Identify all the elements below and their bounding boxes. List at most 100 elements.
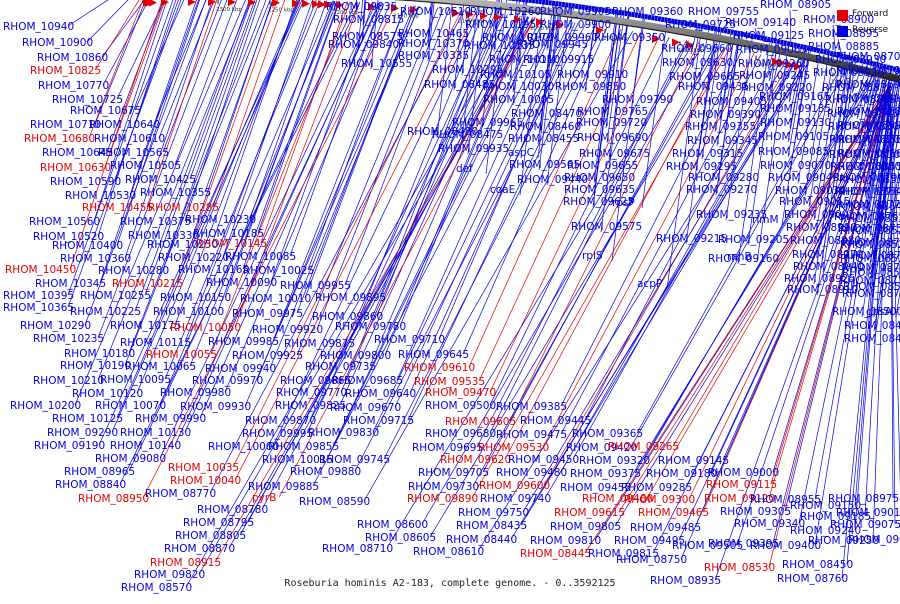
gene-label: RHOM_09375 (570, 468, 641, 480)
forward-gene-mark (149, 0, 157, 7)
reverse-gene-mark (532, 0, 536, 3)
gene-label: RHOM_10140 (110, 440, 181, 452)
legend-forward-label: Forward (852, 9, 888, 19)
gene-label: RHOM_09915 (523, 54, 594, 66)
gene-label: RHOM_08450 (782, 559, 853, 571)
gene-label: RHOM_09995 (242, 428, 313, 440)
gene-label: RHOM_08495 (844, 320, 900, 332)
reverse-gene-mark (529, 0, 533, 3)
gene-label: acpP (637, 278, 662, 290)
gene-label: RHOM_09705 (418, 467, 489, 479)
gene-label: RHOM_09215 (656, 233, 727, 245)
gene-label: def (456, 163, 473, 175)
gene-label: pyrB (252, 492, 276, 504)
gene-label: RHOM_09740 (480, 493, 551, 505)
reverse-gene-mark (525, 0, 529, 3)
gene-label: RHOM_10010 (240, 293, 311, 305)
gene-label: RHOM_08565 (838, 134, 900, 146)
gene-label: RHOM_10125 (52, 413, 123, 425)
gene-label: RHOM_09720 (576, 117, 647, 129)
gene-label: RHOM_09345 (687, 135, 758, 147)
gene-label: RHOM_09695 (412, 442, 483, 454)
gene-label: RHOM_09445 (520, 415, 591, 427)
gene-label: RHOM_08590 (299, 496, 370, 508)
gene-label: RHOM_10005 (483, 94, 554, 106)
gene-label: RHOM_08445 (520, 548, 591, 560)
gene-label: RHOM_09435 (678, 81, 749, 93)
gene-label: rplS (582, 250, 603, 262)
gene-label: RHOM_08695 (836, 79, 900, 91)
gene-label: RHOM_09480 (496, 467, 567, 479)
gene-label: RHOM_09365 (572, 428, 643, 440)
gene-label: RHOM_09605 (445, 416, 516, 428)
gene-label: RHOM_09850 (555, 81, 626, 93)
reverse-gene-mark (538, 0, 542, 4)
gene-label: RHOM_09565 (509, 159, 580, 171)
gene-label: RHOM_10940 (3, 21, 74, 33)
gene-label: RHOM_09690 (577, 132, 648, 144)
gene-label: RHOM_10565 (98, 147, 169, 159)
gene-label: RHOM_10120 (72, 388, 143, 400)
gene-label: RHOM_09645 (398, 349, 469, 361)
gene-label: RHOM_10860 (37, 52, 108, 64)
gene-label: RHOM_09730 (408, 481, 479, 493)
gene-label: RHOM_09830 (308, 427, 379, 439)
gene-label: RHOM_09140 (725, 17, 796, 29)
gene-label: RHOM_09660 (661, 43, 732, 55)
gene-label: RHOM_09485 (630, 522, 701, 534)
gene-label: RHOM_08535 (840, 213, 900, 225)
gene-label: RHOM_10375 (120, 216, 191, 228)
gene-label: RHOM_09315 (672, 148, 743, 160)
gene-label: RHOM_09270 (686, 184, 757, 196)
gene-label: RHOM_08705 (836, 51, 900, 63)
gene-label: RHOM_10180 (64, 348, 135, 360)
gene-label: RHOM_10220 (158, 252, 229, 264)
gene-label: RHOM_09125 (733, 30, 804, 42)
gene-label: RHOM_09350 (594, 32, 665, 44)
gene-label: RHOM_10680 (24, 133, 95, 145)
gene-label: RHOM_10280 (98, 265, 169, 277)
gene-label: RHOM_09280 (688, 172, 759, 184)
gene-label: RHOM_10640 (89, 119, 160, 131)
gene-label: rimM (752, 214, 779, 226)
gene-label: RHOM_09945 (517, 39, 588, 51)
gene-label: RHOM_09835 (326, 1, 397, 13)
gene-label: RHOM_08870 (164, 543, 235, 555)
gene-label: RHOM_09895 (315, 292, 386, 304)
gene-label: RHOM_10200 (10, 400, 81, 412)
gene-label: RHOM_09925 (232, 350, 303, 362)
gene-label: RHOM_09500 (425, 400, 496, 412)
gene-label: RHOM_09875 (284, 338, 355, 350)
gene-label: RHOM_09475 (496, 429, 567, 441)
gene-label: aspC (508, 147, 534, 159)
gene-label: RHOM_09980 (160, 387, 231, 399)
gene-label: RHOM_08455 (508, 133, 579, 145)
gene-label: RHOM_10400 (52, 240, 123, 252)
reverse-gene-mark (522, 0, 526, 2)
gene-label: RHOM_09805 (550, 521, 621, 533)
gene-label: RHOM_09710 (374, 334, 445, 346)
gene-label: RHOM_10145 (196, 238, 267, 250)
gene-label: RHOM_10370 (398, 38, 469, 50)
gene-label: RHOM_09910 (557, 69, 628, 81)
gene-label: RHOM_09385 (496, 401, 567, 413)
gene-label: RHOM_10040 (170, 475, 241, 487)
legend-reverse-swatch (837, 26, 848, 37)
gene-label: RHOM_09470 (425, 387, 496, 399)
gene-label: RHOM_10825 (30, 65, 101, 77)
gene-label: RHOM_08550 (839, 174, 900, 186)
gene-label: RHOM_09990 (135, 413, 206, 425)
gene-label: RHOM_08545 (838, 186, 900, 198)
gene-label: RHOM_08600 (357, 519, 428, 531)
gene-label: RHOM_08555 (838, 161, 900, 173)
gene-label: RHOM_10050 (170, 322, 241, 334)
gene-label: RHOM_08815 (333, 14, 404, 26)
gene-label: rpsP (612, 197, 635, 209)
gene-label: RHOM_10255 (80, 290, 151, 302)
gene-label: RHOM_09870 (245, 415, 316, 427)
gene-label: RHOM_09855 (268, 441, 339, 453)
gene-label: RHOM_08595 (837, 120, 900, 132)
gene-label: RHOM_09880 (290, 466, 361, 478)
gene-label: RHOM_10100 (153, 306, 224, 318)
gene-label: RHOM_09085 (758, 146, 829, 158)
